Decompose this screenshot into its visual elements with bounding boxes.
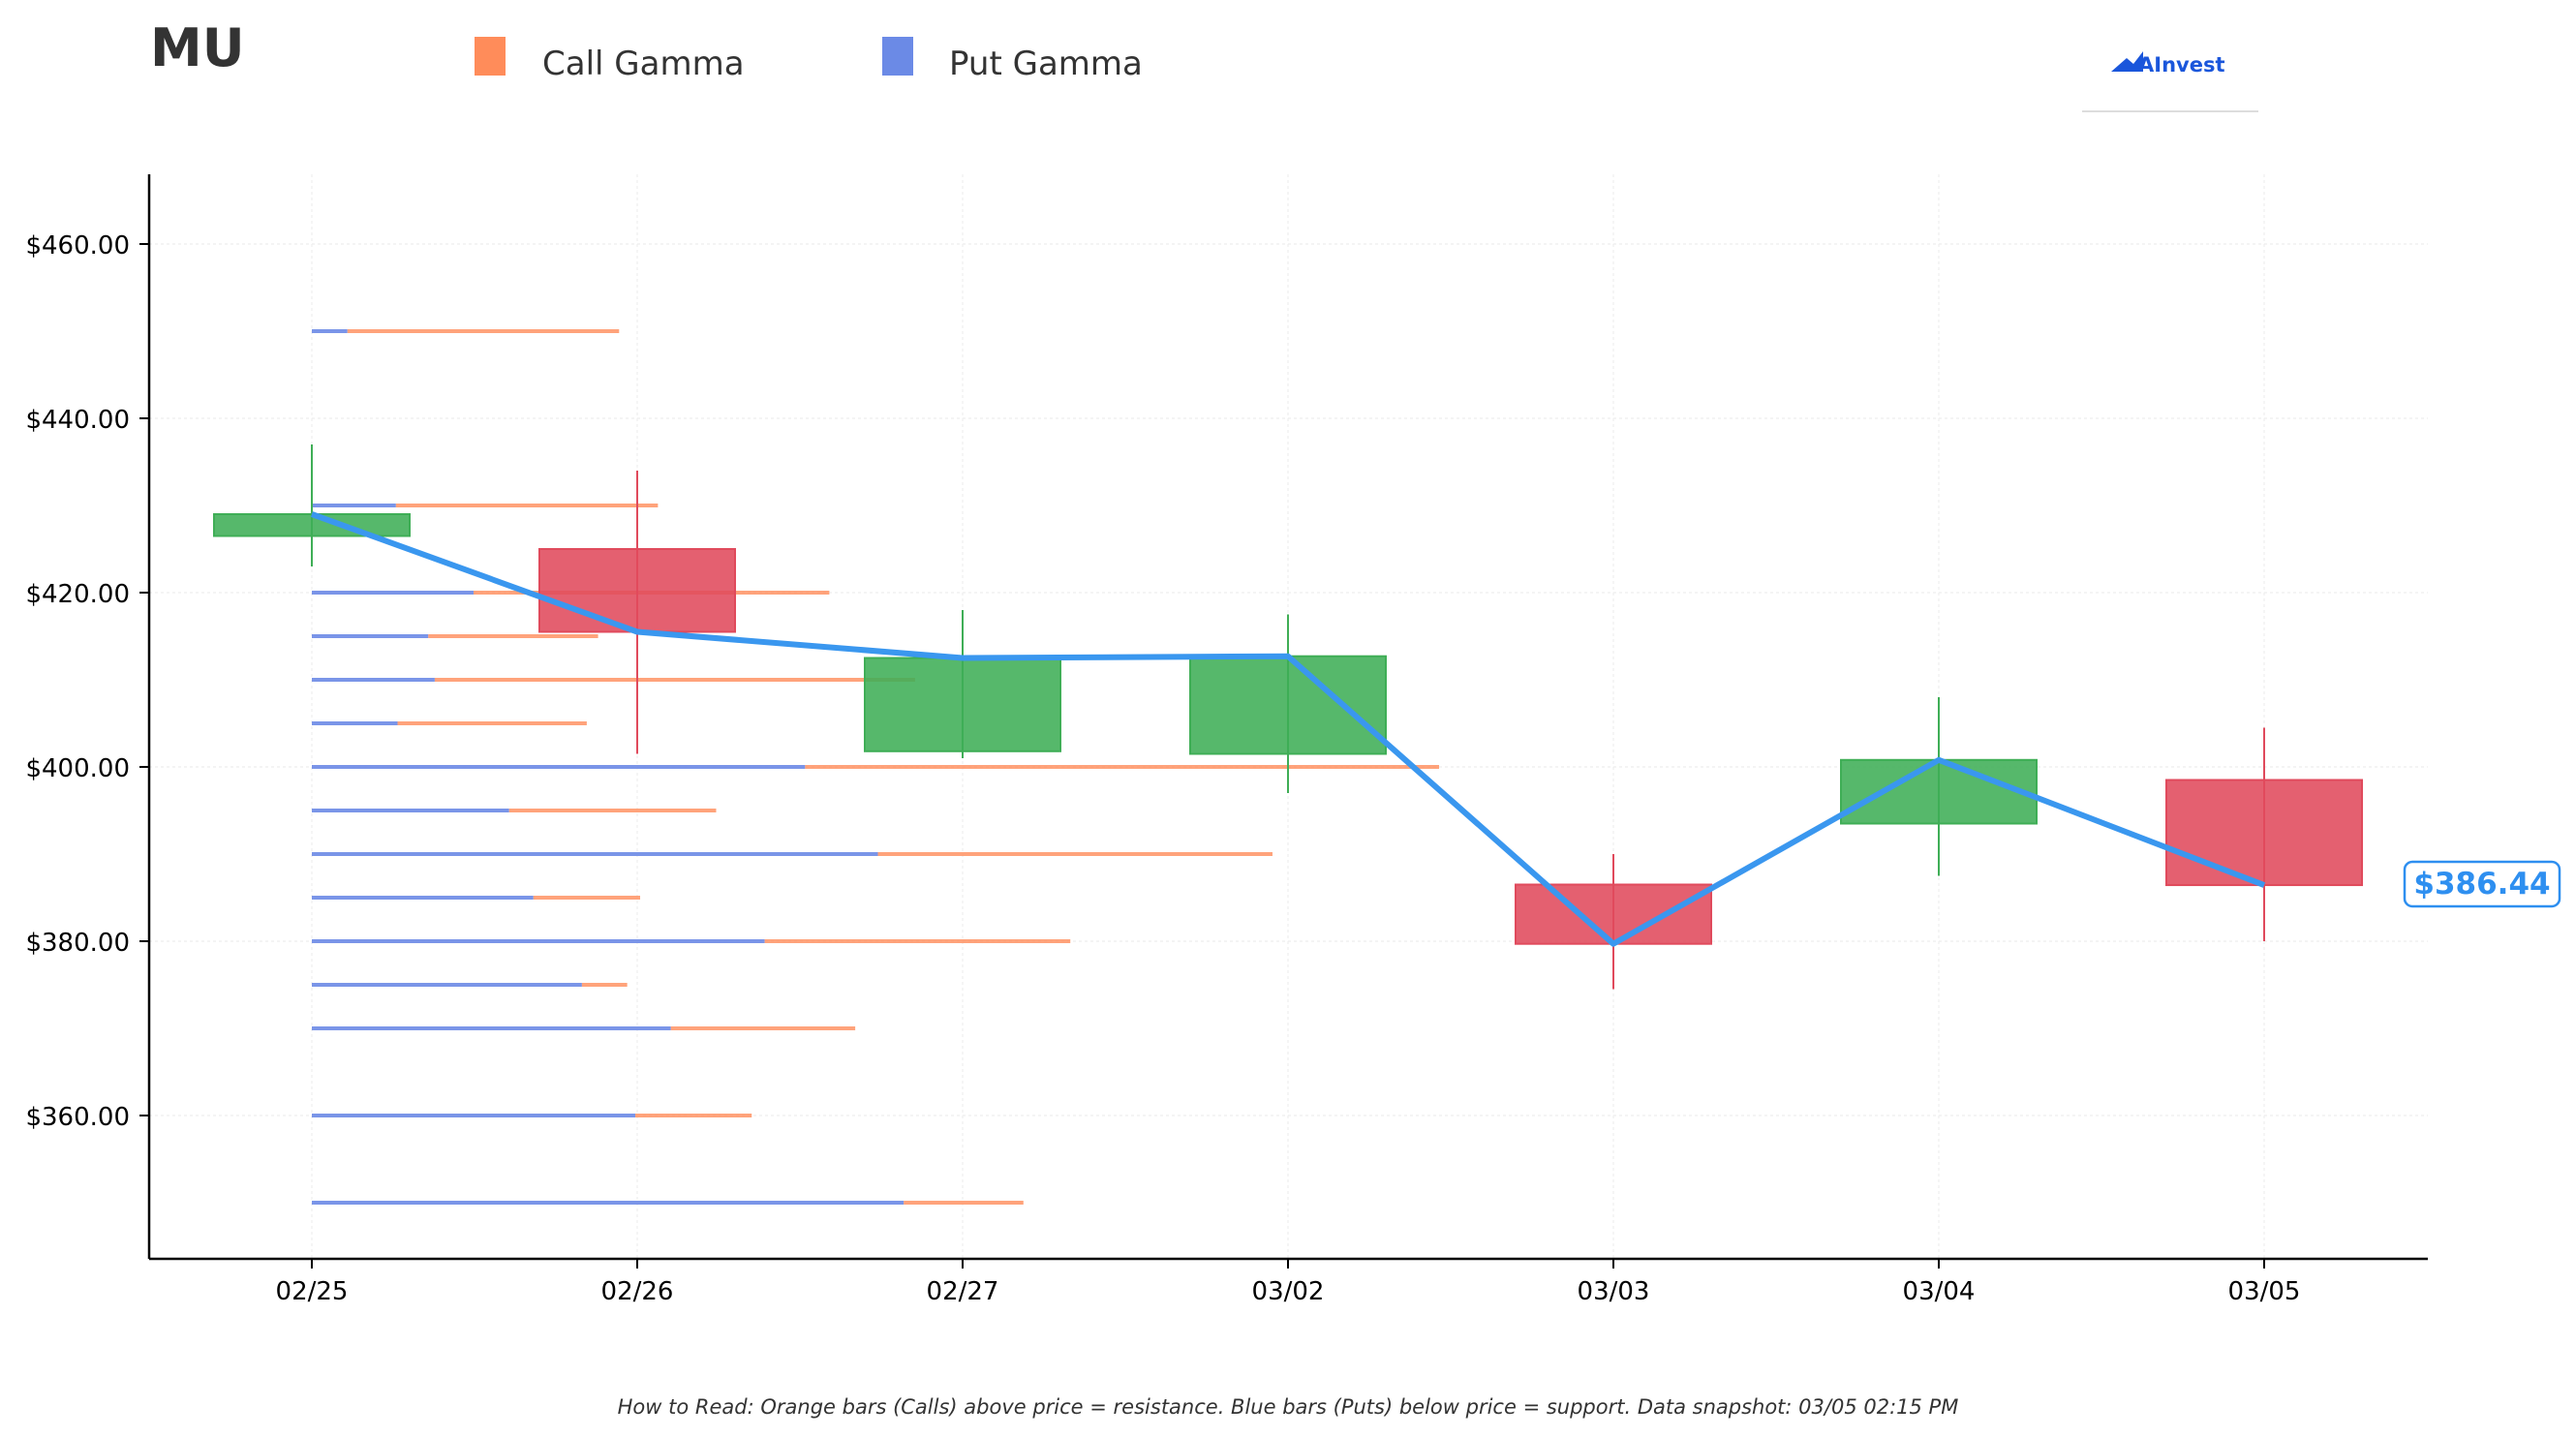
y-tick-label: $420.00 xyxy=(25,580,130,609)
last-price-label: $386.44 xyxy=(2413,867,2550,902)
candle-body xyxy=(1840,758,2038,825)
call-gamma-legend-label: Call Gamma xyxy=(542,45,745,83)
candle-body xyxy=(2165,779,2363,887)
call-gamma-legend-swatch xyxy=(475,37,506,76)
y-tick-label: $400.00 xyxy=(25,754,130,783)
x-tick-label: 02/25 xyxy=(276,1277,349,1306)
candle-body xyxy=(1515,883,1712,945)
candle-body xyxy=(538,548,736,633)
close-price-line xyxy=(310,511,2266,947)
put-gamma-legend-label: Put Gamma xyxy=(949,45,1143,83)
x-tick-label: 03/05 xyxy=(2228,1277,2301,1306)
last-price-box xyxy=(2403,860,2561,908)
x-tick-label: 03/03 xyxy=(1578,1277,1650,1306)
x-axis-ticks: 02/25 02/26 02/27 03/02 03/03 03/04 03/05 xyxy=(276,1259,2301,1306)
x-tick-label: 03/04 xyxy=(1903,1277,1976,1306)
chart-header: MU Call Gamma Put Gamma xyxy=(150,17,1143,83)
x-tick-label: 02/27 xyxy=(927,1277,999,1306)
ticker-title: MU xyxy=(150,17,245,78)
y-tick-label: $360.00 xyxy=(25,1103,130,1132)
x-tick-label: 03/02 xyxy=(1252,1277,1325,1306)
candle-body xyxy=(1189,655,1387,755)
y-tick-label: $440.00 xyxy=(25,406,130,435)
last-price-tag: $386.44 xyxy=(2403,860,2561,908)
close-line-path xyxy=(310,511,2266,947)
y-axis-ticks: $360.00 $380.00 $400.00 $420.00 $440.00 $460.… xyxy=(25,231,149,1132)
y-tick-label: $380.00 xyxy=(25,929,130,958)
ainvest-logo: AInvest xyxy=(2082,51,2258,112)
x-tick-label: 02/26 xyxy=(601,1277,674,1306)
candle-body xyxy=(213,513,411,537)
candle-body xyxy=(864,657,1061,752)
trend-icon xyxy=(2111,51,2143,72)
gamma-bars xyxy=(312,329,1439,1205)
y-tick-label: $460.00 xyxy=(25,231,130,260)
how-to-read-footnote: How to Read: Orange bars (Calls) above p… xyxy=(618,1395,1959,1419)
put-gamma-legend-swatch xyxy=(882,37,913,76)
brand-name: AInvest xyxy=(2138,53,2225,76)
